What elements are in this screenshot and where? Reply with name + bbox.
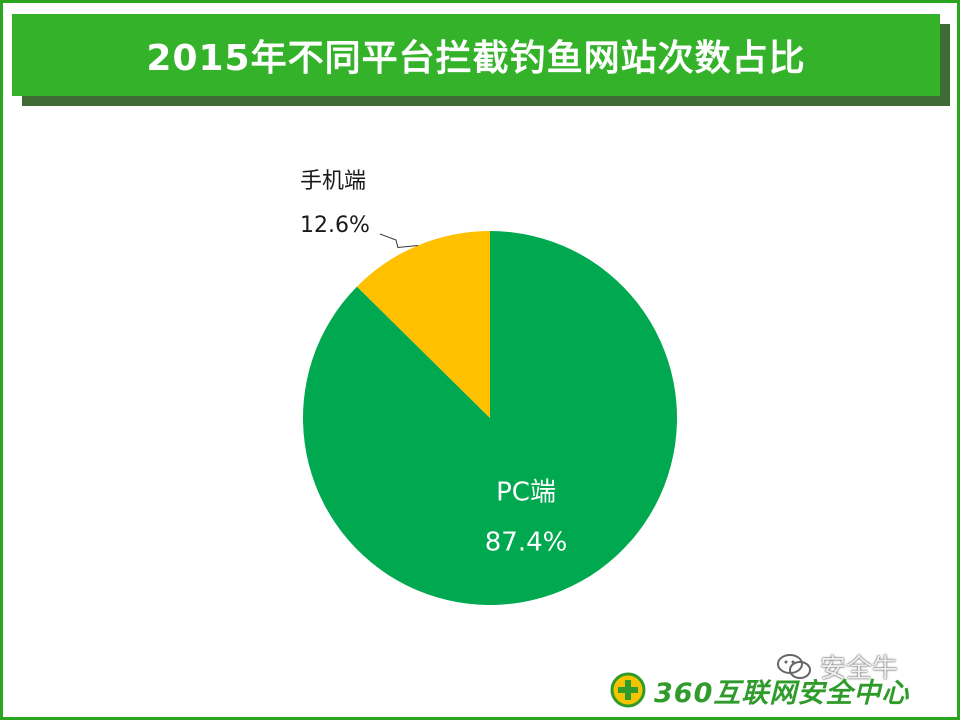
logo-text: 360互联网安全中心 bbox=[654, 677, 910, 709]
pie-slice-1 bbox=[356, 231, 490, 418]
pie-labels: PC端 87.4% 手机端 12.6% bbox=[300, 169, 567, 557]
watermark: 安全牛 bbox=[776, 648, 898, 685]
slice-value-0: 87.4% bbox=[485, 527, 568, 557]
title-bar: 2015年不同平台拦截钓鱼网站次数占比 bbox=[12, 14, 940, 96]
wechat-icon bbox=[777, 653, 811, 679]
slice-label-0: PC端 bbox=[496, 477, 556, 507]
logo: 360互联网安全中心 bbox=[610, 670, 909, 710]
leader-line-1 bbox=[379, 233, 418, 249]
pie-slices bbox=[303, 231, 677, 605]
watermark-text: 安全牛 bbox=[820, 654, 899, 684]
slice-value-1: 12.6% bbox=[300, 213, 370, 238]
slice-label-1: 手机端 bbox=[300, 169, 366, 194]
chart-title: 2015年不同平台拦截钓鱼网站次数占比 bbox=[146, 38, 806, 79]
360-shield-icon bbox=[610, 672, 646, 708]
